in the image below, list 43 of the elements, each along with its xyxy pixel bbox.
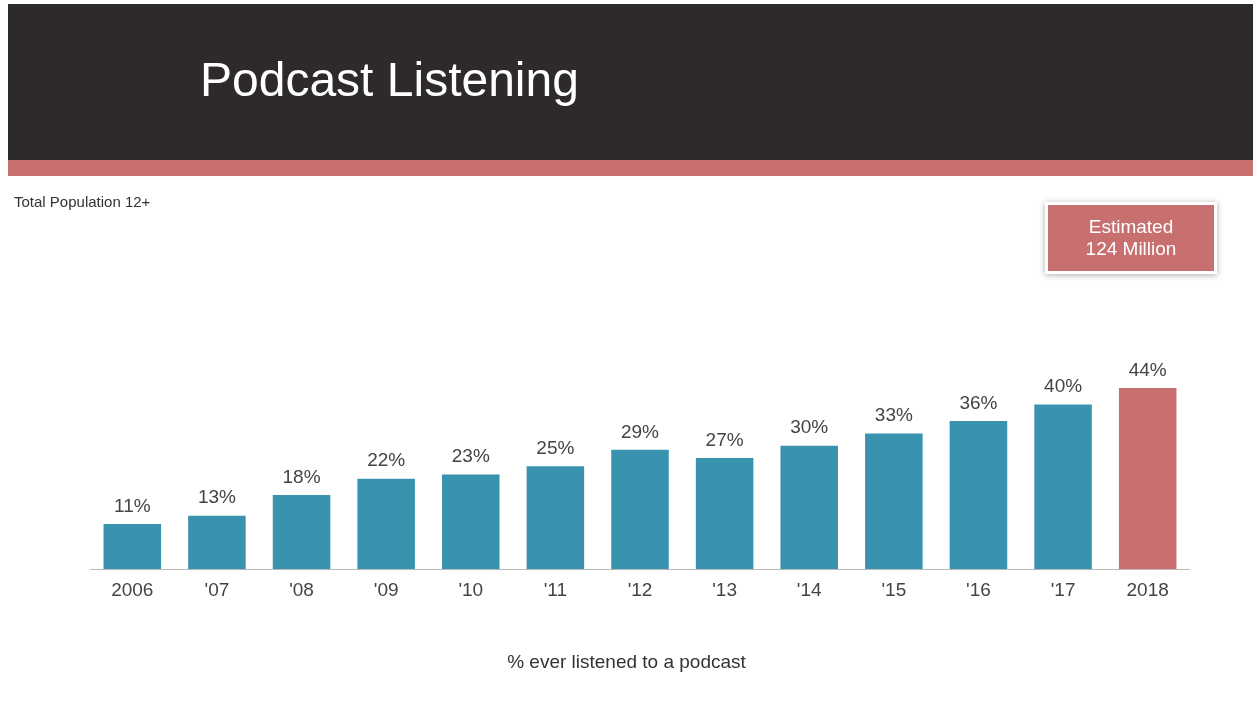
text: Estimated 124 Million — [1048, 205, 1214, 271]
data-label: 36% — [959, 391, 998, 413]
x-tick-label: '14 — [796, 578, 823, 600]
data-label: 11% — [114, 494, 151, 516]
bar — [611, 449, 669, 570]
x-axis-title: % ever listened to a podcast — [506, 651, 747, 673]
x-tick-label: 2006 — [111, 578, 154, 600]
bar — [1034, 404, 1092, 570]
x-tick-label: '11 — [543, 578, 568, 600]
data-label: 30% — [790, 416, 829, 438]
data-label: 27% — [705, 428, 744, 450]
data-label: 33% — [874, 404, 913, 426]
data-label: 44% — [1128, 358, 1167, 380]
x-tick-label: '16 — [966, 578, 991, 600]
chart-title: Podcast Listening — [200, 52, 579, 107]
x-tick-label: 2018 — [1126, 578, 1169, 600]
bar — [695, 458, 754, 570]
bar — [865, 433, 923, 570]
x-tick-label: '12 — [627, 578, 653, 600]
data-label: 29% — [620, 420, 660, 442]
bar — [103, 523, 162, 570]
x-tick-label: '15 — [881, 578, 907, 600]
bar — [188, 515, 246, 570]
data-label: 13% — [197, 486, 237, 508]
data-label: 25% — [536, 437, 575, 459]
x-tick-label: '09 — [373, 578, 399, 600]
data-label: 22% — [367, 449, 406, 471]
data-label: 18% — [282, 465, 321, 487]
bar — [526, 466, 585, 570]
x-tick-label: '13 — [712, 578, 737, 600]
x-tick-label: '10 — [458, 578, 484, 600]
x-tick-label: '17 — [1050, 578, 1076, 600]
bar — [442, 474, 500, 570]
bar — [357, 478, 415, 570]
bar — [949, 421, 1008, 570]
bar — [1118, 388, 1177, 570]
x-tick-label: '07 — [204, 578, 230, 600]
x-tick-label: '08 — [289, 578, 314, 600]
bar — [272, 495, 331, 570]
bar — [780, 445, 838, 570]
chart-subtitle: Total Population 12+ — [14, 193, 151, 210]
data-label: 23% — [451, 445, 490, 467]
data-label: 40% — [1044, 375, 1083, 397]
